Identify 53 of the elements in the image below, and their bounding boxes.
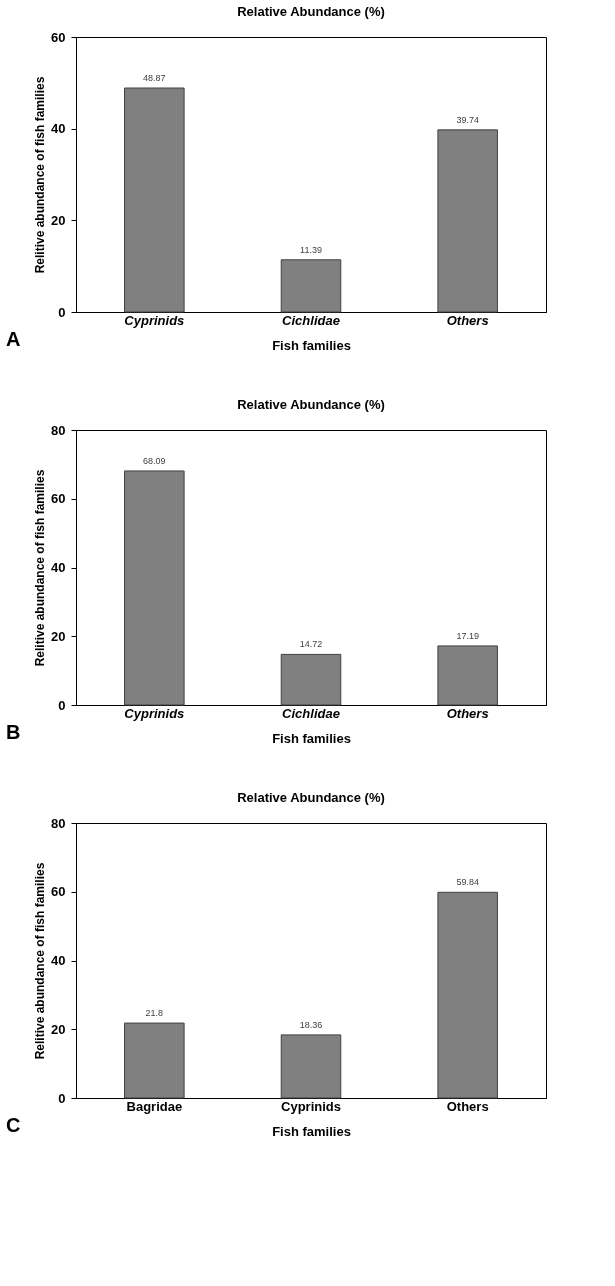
y-axis-title: Relitive abundance of fish families xyxy=(33,862,48,1060)
y-tick-label: 20 xyxy=(51,212,66,228)
bar xyxy=(124,87,185,313)
bar xyxy=(280,1034,342,1099)
data-label: 39.74 xyxy=(456,114,479,125)
chart-title: Relative Abundance (%) xyxy=(237,4,385,19)
data-label: 17.19 xyxy=(456,630,479,641)
x-tick-label: Others xyxy=(446,312,489,328)
y-tick-label: 0 xyxy=(58,1090,66,1106)
bar xyxy=(124,1022,185,1099)
x-tick-label: Cyprinids xyxy=(124,312,185,328)
data-label: 14.72 xyxy=(299,639,323,650)
y-tick-label: 60 xyxy=(51,29,66,45)
y-tick-label: 60 xyxy=(51,491,66,507)
y-tick-label: 20 xyxy=(51,628,66,644)
bar xyxy=(437,129,498,313)
y-tick-label: 0 xyxy=(58,697,66,713)
y-tick-label: 0 xyxy=(58,304,66,320)
x-tick-label: Cyprinids xyxy=(124,705,185,721)
x-tick-label: Others xyxy=(446,1098,489,1114)
chart-title: Relative Abundance (%) xyxy=(237,790,385,805)
data-label: 18.36 xyxy=(299,1019,323,1030)
y-tick-label: 60 xyxy=(51,884,66,900)
y-axis-title: Relitive abundance of fish families xyxy=(33,76,48,274)
x-tick-label: Bagridae xyxy=(126,1098,183,1114)
data-label: 21.8 xyxy=(145,1008,164,1019)
bar xyxy=(124,470,185,706)
bar xyxy=(437,645,498,706)
text: C xyxy=(6,1114,21,1136)
x-axis-title: Fish families xyxy=(272,730,351,746)
y-tick-label: 40 xyxy=(51,560,66,575)
y-tick-label: 20 xyxy=(51,1021,66,1037)
data-label: 11.39 xyxy=(300,244,322,255)
text: A xyxy=(6,328,21,350)
data-label: 48.87 xyxy=(143,73,166,84)
data-label: 59.84 xyxy=(456,877,479,888)
y-tick-label: 40 xyxy=(51,953,66,968)
bar xyxy=(280,653,342,706)
chart-title: Relative Abundance (%) xyxy=(237,397,385,412)
y-tick-label: 80 xyxy=(51,422,66,438)
x-axis-title: Fish families xyxy=(272,1123,351,1139)
bar xyxy=(437,891,498,1099)
y-tick-label: 80 xyxy=(51,815,66,831)
x-tick-label: Cyprinids xyxy=(281,1098,341,1114)
x-axis-title: Fish families xyxy=(272,337,351,353)
x-tick-label: Cichlidae xyxy=(282,312,340,328)
x-tick-label: Others xyxy=(446,705,489,721)
y-tick-label: 40 xyxy=(51,121,66,137)
bar xyxy=(280,259,342,313)
x-tick-label: Cichlidae xyxy=(282,705,340,721)
y-axis-title: Relitive abundance of fish families xyxy=(33,469,48,667)
text: B xyxy=(6,721,21,743)
data-label: 68.09 xyxy=(143,455,166,466)
